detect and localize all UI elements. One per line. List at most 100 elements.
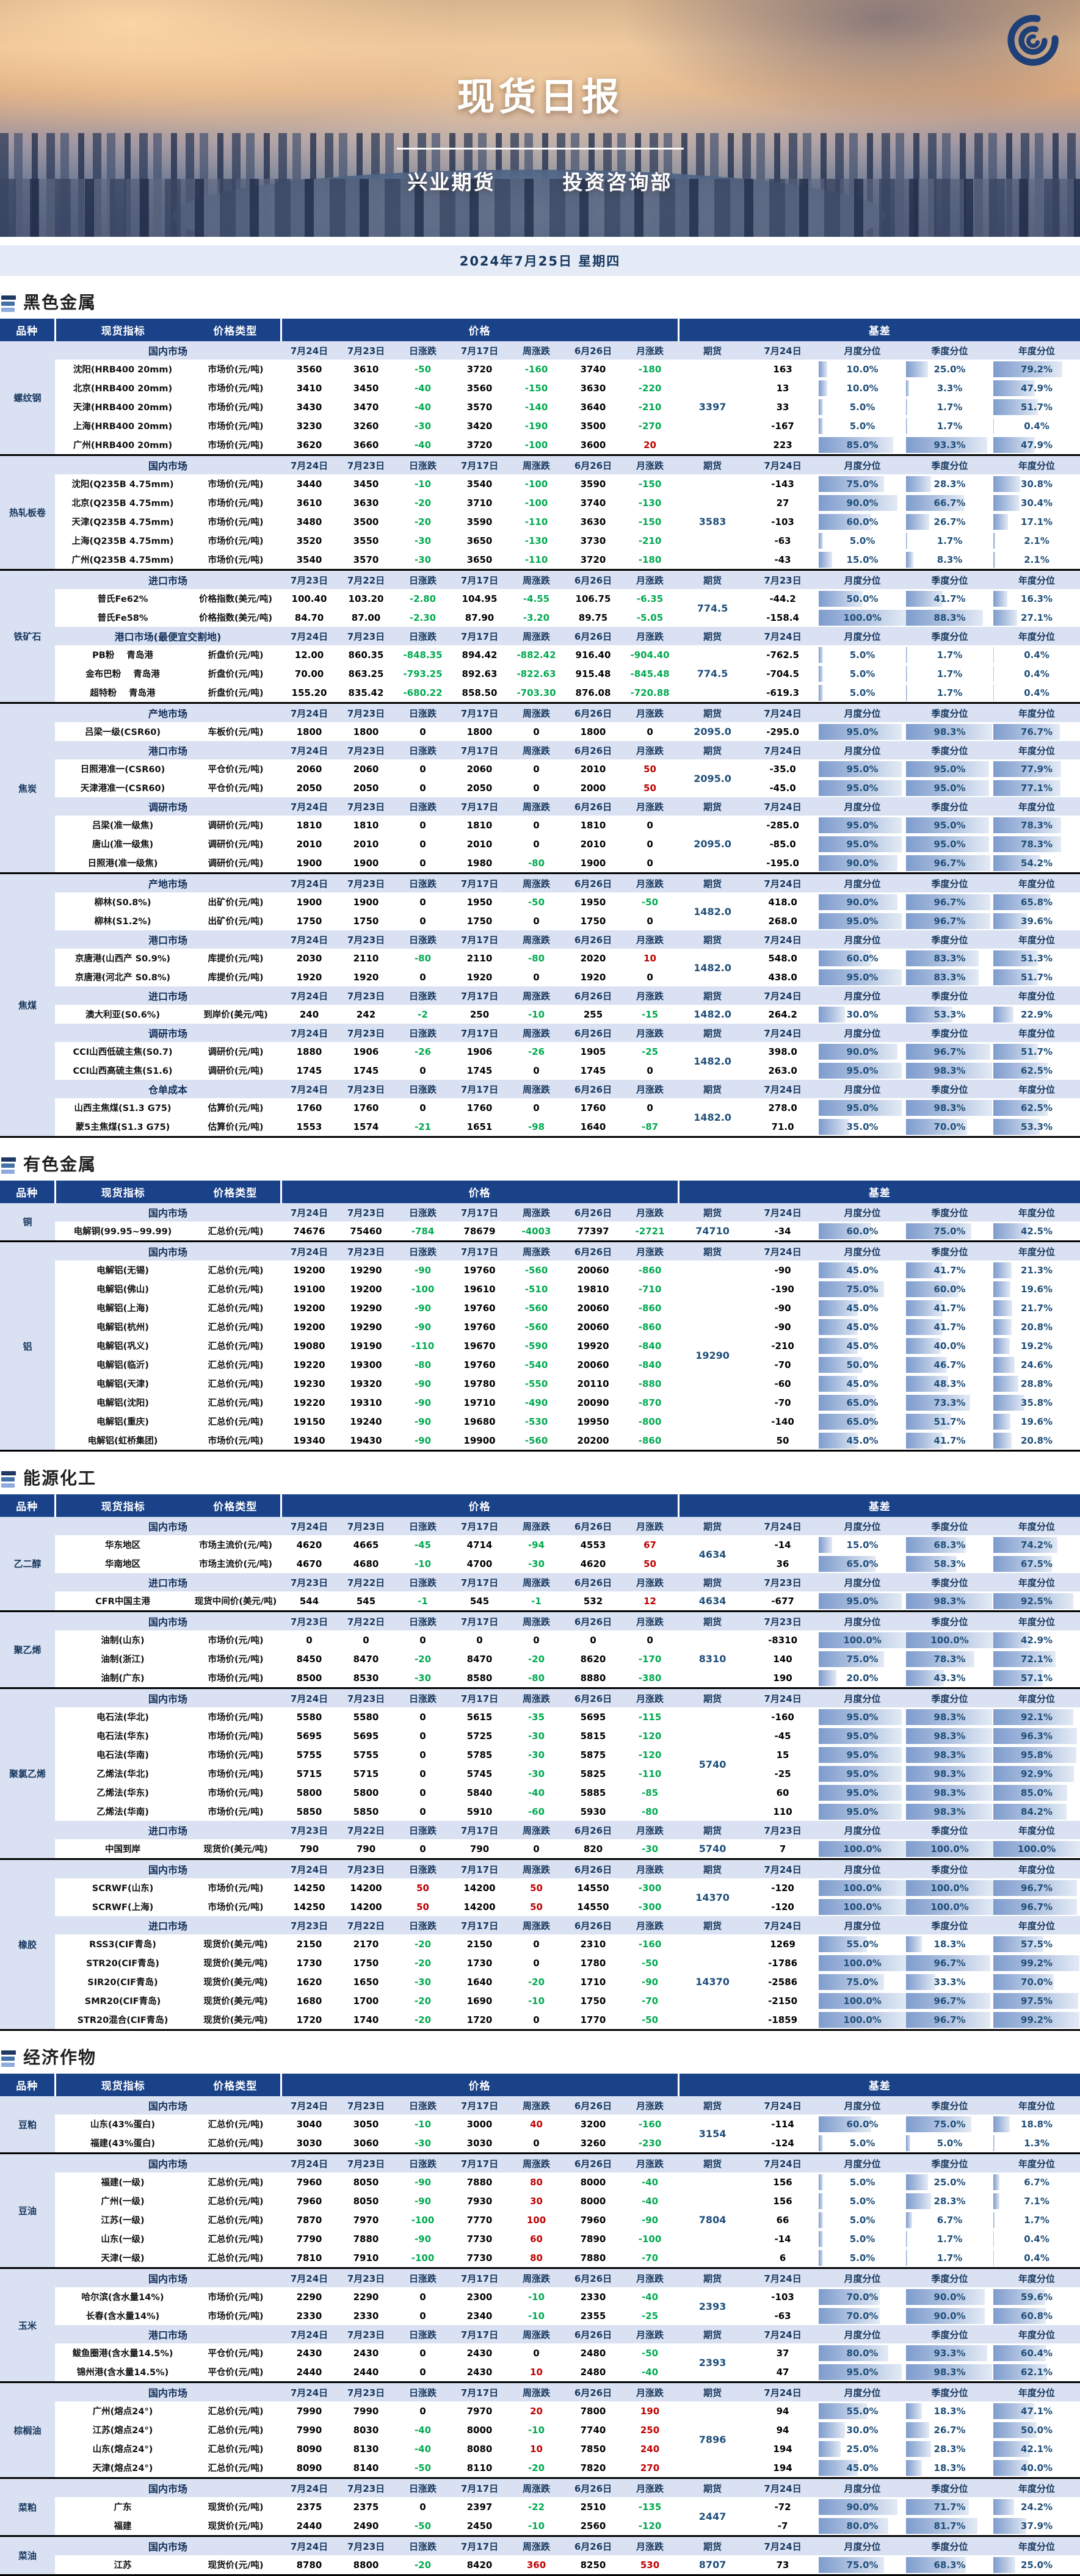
column-header: 周涨跌 — [508, 1080, 565, 1098]
price-cell: 2050 — [296, 782, 322, 794]
column-header: 7月23日 — [338, 1687, 394, 1707]
percentile-track: 18.8% — [993, 2116, 1080, 2132]
percentile-bar — [819, 590, 863, 607]
percentile-cell: 62.1% — [993, 2362, 1080, 2382]
percentile-value: 98.3% — [933, 726, 966, 737]
market-label: 港口市场 — [55, 2325, 281, 2343]
percentile-cell: 18.3% — [906, 2458, 993, 2478]
indicator-cell: 蒙5主焦煤(S1.3 G75) — [75, 1123, 170, 1132]
percentile-value: 96.7% — [933, 857, 966, 869]
price-cell: 7880 — [466, 2176, 493, 2188]
percentile-value: 96.3% — [1021, 1730, 1053, 1742]
percentile-cell: 19.6% — [993, 1412, 1080, 1431]
percentile-value: 75.0% — [933, 2118, 966, 2130]
group-header-row: 聚乙烯 国内市场 7月23日 7月22日 日涨跌 7月17日 周涨跌 6月26日 月涨跌 期货 7月… — [0, 1610, 1080, 1688]
change-cell: -230 — [638, 2137, 662, 2149]
marker-bar — [1, 302, 15, 306]
change-cell: -90 — [641, 1976, 659, 1988]
price-cell: 1740 — [353, 2014, 379, 2025]
percentile-track: 95.0% — [819, 1784, 906, 1801]
percentile-cell: 60.0% — [819, 2115, 906, 2133]
price-cell: 1700 — [353, 1995, 379, 2006]
price-cell: 14200 — [463, 1882, 496, 1894]
price-cell: 1900 — [580, 857, 606, 869]
percentile-cell: 51.7% — [993, 397, 1080, 416]
indicator-cell: 山西主焦煤(S1.3 G75) — [74, 1104, 172, 1113]
indicator-cell: 电解铝(杭州) — [96, 1323, 149, 1333]
percentile-cell: 60.0% — [819, 1221, 906, 1242]
change-cell: -40 — [641, 2195, 659, 2207]
percentile-track: 83.3% — [906, 950, 993, 966]
percentile-value: 95.0% — [846, 1711, 879, 1723]
percentile-value: 42.9% — [1021, 1634, 1053, 1646]
percentile-header: 季度分位 — [906, 986, 994, 1005]
percentile-value: 96.7% — [933, 896, 966, 908]
column-header: 7月22日 — [338, 1821, 394, 1839]
table-row: 上海(HRB400 20mm) 市场价(元/吨) 3230 3260 -30 3420 -1… — [0, 416, 1080, 435]
price-type-cell: 调研价(元/吨) — [208, 859, 264, 869]
percentile-track: 30.0% — [819, 1006, 906, 1022]
price-cell: 3000 — [466, 2118, 493, 2130]
market-label: 产地市场 — [55, 872, 281, 892]
percentile-cell: 85.0% — [993, 1783, 1080, 1802]
column-header: 7月23日 — [281, 1573, 338, 1591]
column-header: 7月24日 — [281, 1203, 338, 1221]
column-header: 6月26日 — [565, 1240, 622, 1261]
percentile-track: 37.9% — [993, 2517, 1080, 2534]
market-label: 国内市场 — [55, 1858, 281, 1878]
price-type-header: 价格类型 — [190, 1494, 281, 1517]
percentile-cell: 45.0% — [819, 1317, 906, 1336]
percentile-track: 30.0% — [819, 2422, 906, 2438]
percentile-track: 99.2% — [993, 2011, 1080, 2028]
percentile-track: 77.1% — [993, 780, 1080, 796]
percentile-bar — [993, 2440, 1030, 2457]
percentile-value: 75.0% — [846, 1283, 879, 1295]
data-table: 品种 现货指标 价格类型 价格 基差铜国内市场 7月24日 7月23日 日涨跌 7月17日 周涨跌… — [0, 1181, 1080, 1452]
percentile-track: 20.8% — [993, 1319, 1080, 1335]
indicator-cell: 沈阳(Q235B 4.75mm) — [71, 480, 174, 490]
variety-header: 品种 — [0, 319, 55, 341]
change-cell: -130 — [524, 535, 548, 546]
column-header: 7月17日 — [451, 569, 508, 589]
percentile-bar — [906, 665, 908, 682]
change-cell: -882.42 — [516, 649, 556, 660]
percentile-track: 96.3% — [993, 1728, 1080, 1744]
price-cell: 7960 — [580, 2214, 606, 2226]
basis-date-header: 7月23日 — [747, 1610, 819, 1630]
percentile-bar — [906, 2440, 931, 2457]
indicator-cell: 电石法(华南) — [96, 1751, 149, 1760]
percentile-header: 年度分位 — [993, 2381, 1080, 2401]
basis-value: 94 — [776, 2424, 789, 2436]
percentile-value: 2.1% — [1024, 554, 1049, 565]
percentile-bar — [819, 476, 885, 492]
percentile-value: 16.3% — [1021, 593, 1053, 604]
percentile-cell: 45.0% — [819, 1298, 906, 1317]
percentile-track: 95.0% — [819, 2364, 906, 2380]
price-cell: 155.20 — [291, 687, 327, 698]
change-cell: -40 — [527, 1787, 545, 1798]
percentile-cell: 95.0% — [819, 1061, 906, 1080]
percentile-bar — [906, 817, 989, 833]
price-cell: 8090 — [296, 2462, 322, 2473]
change-cell: 0 — [419, 1730, 426, 1742]
percentile-value: 30.0% — [846, 2424, 879, 2436]
group-header-row: 豆油 国内市场 7月24日 7月23日 日涨跌 7月17日 周涨跌 6月26日 月涨跌 期货 7月2… — [0, 2152, 1080, 2268]
price-type-cell: 市场价(元/吨) — [208, 1636, 264, 1646]
percentile-track: 100.0% — [819, 609, 907, 626]
indicator-cell: SIR20(CIF青岛) — [87, 1978, 158, 1988]
group-header-row: 焦炭 产地市场 7月24日 7月23日 日涨跌 7月17日 周涨跌 6月26日 月涨跌 期货 7月2… — [0, 702, 1080, 874]
percentile-cell: 5.0% — [819, 397, 906, 416]
table-row: 北京(Q235B 4.75mm) 市场价(元/吨) 3610 3630 -20 3710-… — [0, 493, 1080, 512]
basis-value: -35.0 — [769, 763, 796, 775]
change-cell: 10 — [530, 2366, 543, 2378]
basis-date-header: 7月24日 — [747, 2152, 819, 2173]
percentile-bar — [993, 2212, 995, 2228]
percentile-bar — [993, 476, 1020, 492]
percentile-track: 59.6% — [993, 2288, 1080, 2305]
price-cell: 19760 — [463, 1321, 496, 1333]
percentile-bar — [993, 2345, 1046, 2361]
percentile-value: 0.4% — [1024, 668, 1049, 679]
percentile-cell: 55.0% — [819, 1934, 906, 1953]
percentile-value: 65.0% — [846, 1397, 879, 1408]
percentile-bar — [906, 609, 984, 626]
